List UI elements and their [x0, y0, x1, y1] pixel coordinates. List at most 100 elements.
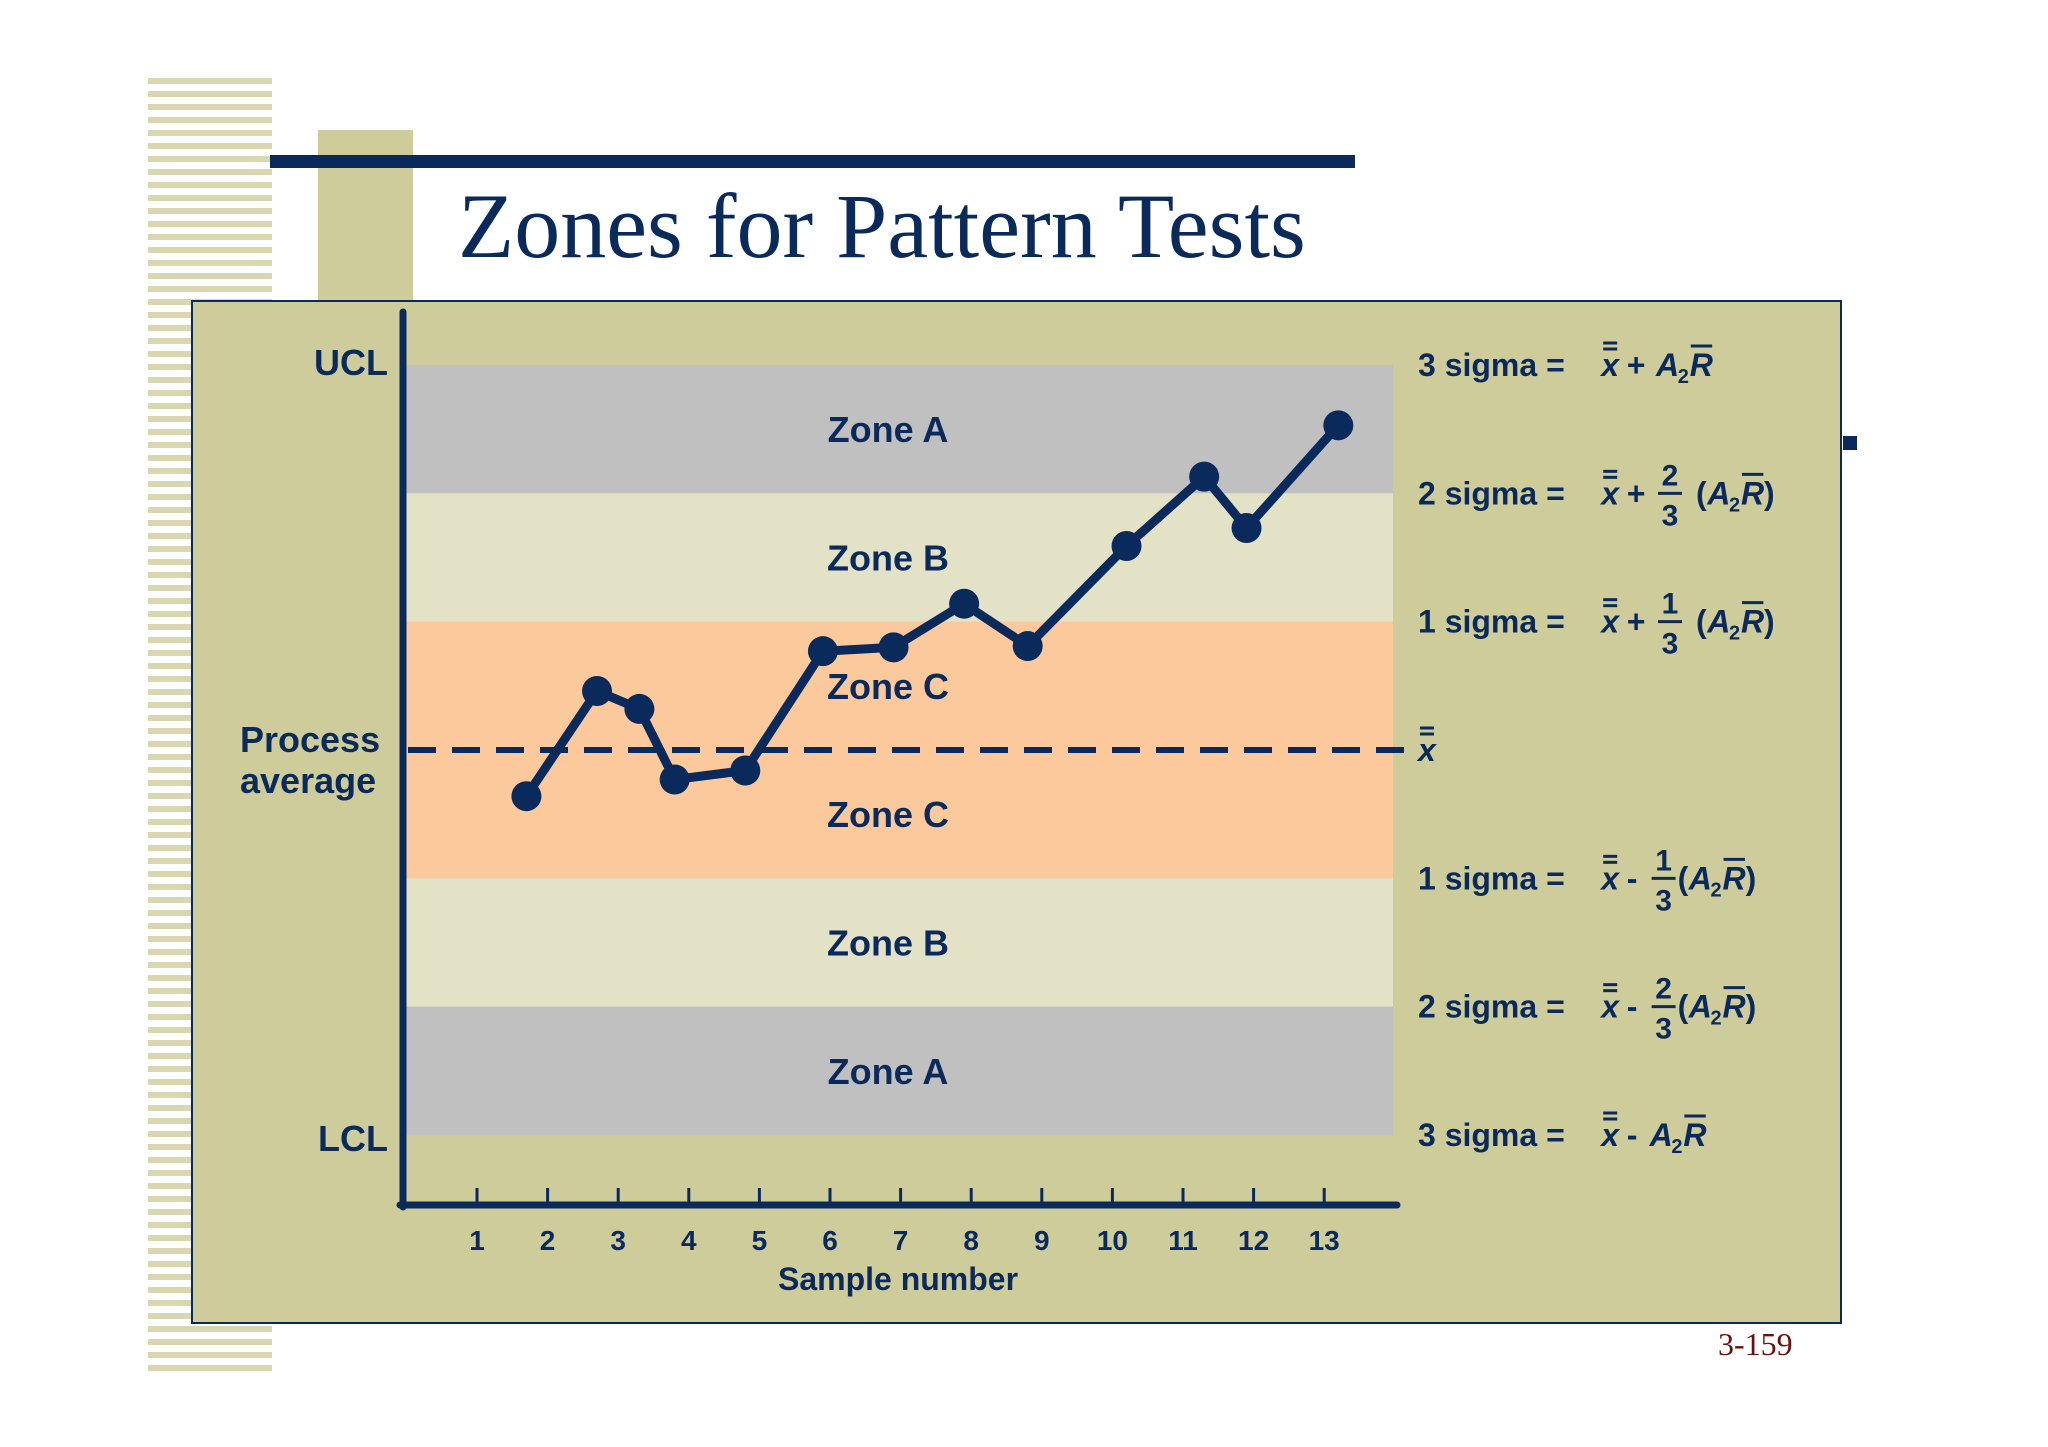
- data-point: [1111, 530, 1142, 561]
- x-tick-label: 3: [610, 1225, 626, 1256]
- zone-label: Zone C: [827, 794, 949, 835]
- stripe: [148, 91, 272, 97]
- paren-close: ): [1764, 475, 1775, 511]
- stripe: [148, 182, 272, 188]
- paren-open: (: [1678, 860, 1689, 896]
- fraction-denominator: 3: [1662, 499, 1679, 532]
- sigma-formula: x: [1416, 726, 1437, 768]
- stripe: [148, 286, 272, 292]
- x-double-bar: x: [1599, 989, 1620, 1025]
- stripe: [148, 273, 272, 279]
- x-tick-label: 7: [893, 1225, 909, 1256]
- x-tick-label: 2: [540, 1225, 556, 1256]
- sigma-formula: 3 sigma = x - A2 R: [1418, 1111, 1706, 1158]
- process-average-label: average: [240, 760, 376, 801]
- x-tick-label: 4: [681, 1225, 697, 1256]
- stripe: [148, 169, 272, 175]
- x-double-bar: x: [1599, 347, 1620, 383]
- symbol-r-bar: R: [1683, 1117, 1706, 1153]
- data-point: [1231, 512, 1262, 543]
- symbol-r-bar: R: [1741, 475, 1764, 511]
- title-rule-line: [270, 155, 1355, 168]
- formula-operator: +: [1627, 347, 1646, 383]
- zone-label: Zone A: [828, 1051, 949, 1092]
- fraction-numerator: 2: [1662, 459, 1679, 492]
- paren-open: (: [1678, 989, 1689, 1025]
- x-double-bar: x: [1416, 732, 1437, 768]
- zone-band: [403, 493, 1393, 622]
- paren-open: (: [1696, 604, 1707, 640]
- data-point: [1012, 631, 1043, 662]
- symbol-r-bar: R: [1723, 860, 1746, 896]
- paren-close: ): [1746, 989, 1757, 1025]
- data-point: [624, 693, 655, 724]
- stripe: [148, 1339, 272, 1345]
- stripe: [148, 130, 272, 136]
- x-double-bar: x: [1599, 604, 1620, 640]
- x-tick-label: 9: [1034, 1225, 1050, 1256]
- symbol-r-bar: R: [1741, 604, 1764, 640]
- stripe: [148, 221, 272, 227]
- sigma-formula: 2 sigma = x +23(A2 R): [1418, 459, 1775, 532]
- zone-band: [403, 1006, 1393, 1135]
- stripe: [148, 234, 272, 240]
- lcl-label: LCL: [318, 1118, 388, 1159]
- symbol-a: A: [1649, 1117, 1673, 1153]
- paren-open: (: [1696, 475, 1707, 511]
- x-tick-label: 12: [1238, 1225, 1269, 1256]
- zone-label: Zone A: [828, 409, 949, 450]
- sigma-formula: 3 sigma = x + A2 R: [1418, 341, 1713, 388]
- data-point: [807, 636, 838, 667]
- formula-operator: +: [1627, 475, 1646, 511]
- x-tick-label: 10: [1097, 1225, 1128, 1256]
- symbol-a: A: [1706, 604, 1730, 640]
- sigma-formula: 2 sigma = x -23(A2 R): [1418, 973, 1756, 1046]
- page-number: 3-159: [1718, 1326, 1793, 1362]
- symbol-a: A: [1655, 347, 1679, 383]
- fraction-denominator: 3: [1655, 1013, 1672, 1046]
- stripe: [148, 78, 272, 84]
- data-point: [1189, 461, 1220, 492]
- process-average-label: Process: [240, 719, 380, 760]
- symbol-a: A: [1688, 860, 1712, 896]
- sigma-formula: 1 sigma = x -1 3(A2 R): [1418, 844, 1756, 917]
- data-point: [1323, 410, 1354, 441]
- x-tick-label: 11: [1168, 1225, 1198, 1256]
- formula-prefix: 3 sigma =: [1418, 347, 1565, 383]
- subscript-2: 2: [1711, 1008, 1722, 1030]
- fraction-numerator: 1: [1655, 844, 1672, 877]
- ucl-label: UCL: [314, 342, 388, 383]
- fraction-numerator: 2: [1655, 973, 1672, 1006]
- x-tick-label: 1: [469, 1225, 485, 1256]
- subscript-2: 2: [1729, 623, 1740, 645]
- zone-label: Zone B: [827, 922, 949, 963]
- sigma-formula: 1 sigma = x +1 3 (A2 R): [1418, 588, 1775, 661]
- zone-label: Zone B: [827, 538, 949, 579]
- subscript-2: 2: [1711, 879, 1722, 901]
- zone-band: [403, 878, 1393, 1007]
- subscript-2: 2: [1729, 494, 1740, 516]
- stripe: [148, 1326, 272, 1332]
- formula-prefix: 2 sigma =: [1418, 475, 1565, 511]
- zone-band: [403, 750, 1393, 879]
- stripe: [148, 247, 272, 253]
- symbol-r-bar: R: [1723, 989, 1746, 1025]
- formula-operator: -: [1627, 989, 1638, 1025]
- formula-prefix: 2 sigma =: [1418, 989, 1565, 1025]
- stripe: [148, 156, 272, 162]
- formula-operator: +: [1627, 604, 1646, 640]
- stripe: [148, 260, 272, 266]
- data-point: [878, 632, 909, 663]
- data-point: [730, 755, 761, 786]
- data-point: [582, 675, 613, 706]
- x-double-bar: x: [1599, 860, 1620, 896]
- fraction-numerator: 1: [1662, 588, 1679, 621]
- symbol-a: A: [1688, 989, 1712, 1025]
- zone-label: Zone C: [827, 666, 949, 707]
- stripe: [148, 195, 272, 201]
- paren-close: ): [1746, 860, 1757, 896]
- data-point: [659, 764, 690, 795]
- x-double-bar: x: [1599, 475, 1620, 511]
- data-point: [511, 781, 542, 812]
- formula-prefix: 1 sigma =: [1418, 860, 1565, 896]
